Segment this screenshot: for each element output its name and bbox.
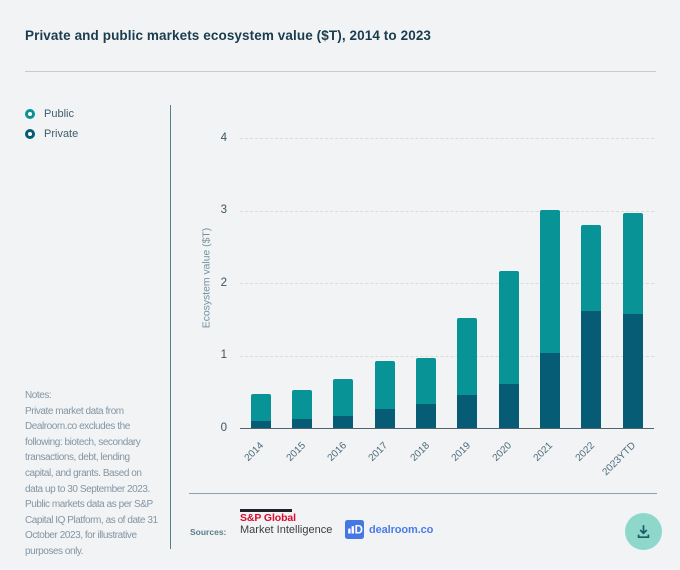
bar-private-2016[interactable] [333, 415, 354, 428]
bar-public-2017[interactable] [374, 360, 395, 410]
notes-text: Notes: Private market data from Dealroom… [25, 390, 158, 557]
legend-item-label: Public [44, 107, 74, 120]
legend-item-public[interactable]: Public [25, 104, 78, 124]
bar-private-2018[interactable] [416, 404, 437, 428]
bar-public-2015[interactable] [292, 389, 313, 420]
bar-public-2020[interactable] [498, 270, 519, 384]
legend-marker-icon [25, 128, 35, 139]
footer-divider [189, 493, 657, 494]
sp-global-logo-subtitle: Market Intelligence [240, 524, 333, 536]
gridline-2 [240, 283, 654, 285]
bar-private-2019[interactable] [457, 394, 478, 428]
bar-private-2022[interactable] [581, 310, 602, 428]
bar-private-2014[interactable] [250, 421, 271, 428]
y-tick-label-0: 0 [220, 421, 227, 434]
legend: Public Private [25, 104, 78, 144]
bar-private-2021[interactable] [539, 352, 560, 428]
x-tick-label-2019: 2019 [449, 439, 473, 464]
bar-private-2020[interactable] [498, 383, 519, 428]
svg-text:D: D [355, 525, 363, 537]
dealroom-logo-icon: D [345, 520, 364, 539]
bar-public-2014[interactable] [250, 393, 271, 422]
bar-private-2015[interactable] [292, 419, 313, 428]
sources-label: Sources: [190, 527, 227, 537]
bar-public-2016[interactable] [333, 379, 354, 416]
dealroom-bars-icon: D [348, 525, 363, 537]
bar-public-2022[interactable] [581, 224, 602, 311]
legend-item-label: Private [44, 127, 79, 140]
bar-private-2017[interactable] [374, 409, 395, 428]
bar-public-2023YTD[interactable] [622, 212, 643, 315]
gridline-3 [240, 210, 654, 212]
x-tick-label-2015: 2015 [284, 439, 308, 464]
x-tick-label-2023YTD: 2023YTD [600, 439, 639, 478]
y-tick-label-3: 3 [220, 204, 227, 217]
dealroom-logo: D dealroom.co [345, 520, 433, 539]
title-divider [25, 71, 656, 72]
dealroom-logo-text: dealroom.co [369, 523, 434, 536]
legend-marker-icon [25, 108, 35, 119]
bar-private-2023YTD[interactable] [622, 314, 643, 428]
gridline-4 [240, 138, 654, 140]
x-tick-label-2020: 2020 [490, 439, 515, 464]
download-icon [637, 525, 650, 539]
sp-global-logo-name: S&P Global [240, 512, 296, 524]
x-tick-label-2021: 2021 [531, 439, 556, 464]
sp-global-logo-bar [240, 509, 292, 512]
x-tick-label-2022: 2022 [573, 439, 597, 464]
bar-public-2019[interactable] [457, 317, 478, 395]
y-tick-label-1: 1 [220, 349, 227, 362]
x-axis-line [240, 428, 654, 429]
legend-item-private[interactable]: Private [25, 124, 78, 144]
y-tick-label-2: 2 [220, 276, 227, 289]
panel-divider [170, 105, 171, 549]
sp-global-logo: S&P Global Market Intelligence [240, 509, 332, 536]
x-tick-label-2014: 2014 [242, 439, 267, 464]
x-tick-label-2018: 2018 [408, 439, 432, 464]
y-tick-label-4: 4 [220, 131, 227, 144]
bar-public-2021[interactable] [539, 210, 560, 353]
bar-public-2018[interactable] [416, 357, 437, 405]
page-title: Private and public markets ecosystem val… [25, 28, 432, 43]
gridline-1 [240, 355, 654, 357]
x-tick-label-2017: 2017 [366, 439, 391, 464]
y-axis-title: Ecosystem value ($T) [201, 227, 213, 329]
download-button[interactable] [625, 513, 662, 550]
x-tick-label-2016: 2016 [325, 439, 350, 464]
